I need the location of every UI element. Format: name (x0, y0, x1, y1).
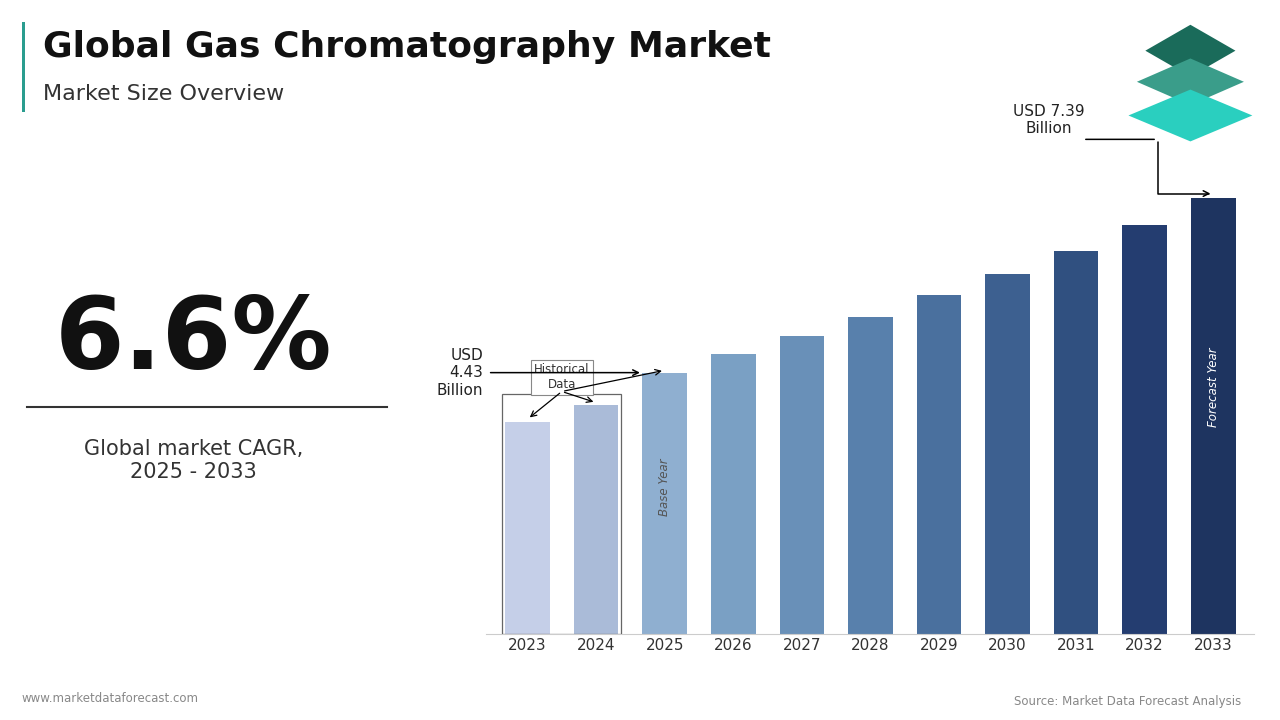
FancyBboxPatch shape (22, 22, 26, 112)
Text: Global Gas Chromatography Market: Global Gas Chromatography Market (44, 30, 771, 64)
Polygon shape (1146, 24, 1235, 76)
Text: 6.6%: 6.6% (55, 294, 333, 390)
Bar (1123, 225, 1167, 634)
Bar (986, 274, 1030, 634)
Polygon shape (1129, 89, 1252, 141)
Bar (780, 336, 824, 634)
Bar (573, 405, 618, 634)
Bar (916, 295, 961, 634)
Bar (506, 421, 550, 634)
Text: Forecast Year: Forecast Year (1207, 348, 1220, 428)
Text: www.marketdataforecast.com: www.marketdataforecast.com (22, 692, 198, 705)
Text: Base Year: Base Year (658, 458, 671, 516)
Bar (1190, 198, 1235, 634)
Bar (1053, 251, 1098, 634)
Text: Global market CAGR,
2025 - 2033: Global market CAGR, 2025 - 2033 (84, 439, 303, 482)
Bar (849, 317, 892, 634)
Text: Historical
Data: Historical Data (534, 364, 590, 392)
Text: USD 7.39
Billion: USD 7.39 Billion (1012, 104, 1084, 136)
Bar (643, 373, 687, 634)
Text: USD
4.43
Billion: USD 4.43 Billion (436, 348, 483, 397)
Polygon shape (1137, 58, 1244, 105)
Bar (710, 354, 755, 634)
Text: Market Size Overview: Market Size Overview (44, 84, 284, 104)
Text: Source: Market Data Forecast Analysis: Source: Market Data Forecast Analysis (1014, 696, 1242, 708)
